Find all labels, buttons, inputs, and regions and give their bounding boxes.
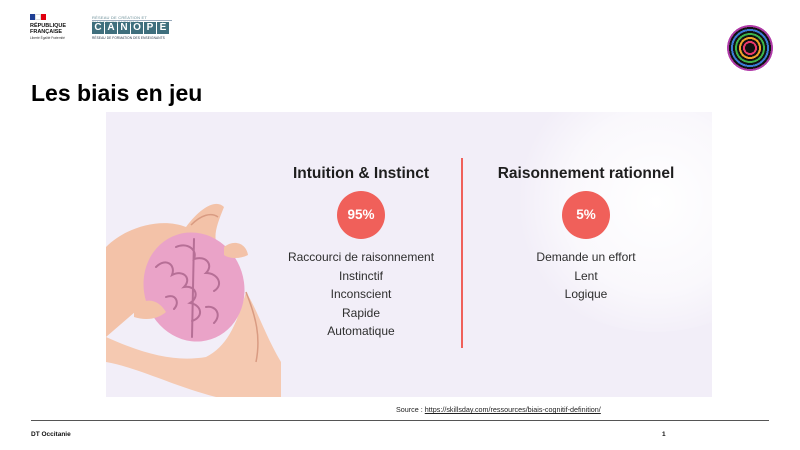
footer-organization: DT Occitanie	[31, 431, 71, 438]
list-item: Demande un effort	[536, 250, 636, 264]
hands-holding-brain-icon	[106, 203, 281, 397]
intuition-list: Raccourci de raisonnement Instinctif Inc…	[261, 248, 461, 341]
page-number: 1	[662, 431, 666, 438]
republique-name: RÉPUBLIQUE FRANÇAISE	[30, 23, 67, 35]
canope-letter: C	[92, 22, 104, 34]
source-link[interactable]: https://skillsday.com/ressources/biais-c…	[424, 405, 601, 414]
canope-letter: O	[131, 22, 143, 34]
french-flag-icon	[30, 14, 47, 20]
spiral-logo-icon	[727, 25, 773, 71]
republique-francaise-logo: RÉPUBLIQUE FRANÇAISE Liberté Égalité Fra…	[30, 14, 74, 41]
list-item: Rapide	[341, 305, 381, 320]
list-item: Inconscient	[330, 287, 392, 301]
column-divider	[461, 158, 463, 348]
source-prefix: Source :	[396, 405, 425, 414]
rational-list: Demande un effort Lent Logique	[471, 248, 701, 304]
infographic-panel: Intuition & Instinct 95% Raccourci de ra…	[106, 112, 712, 397]
intuition-percent-badge: 95%	[337, 191, 385, 239]
canope-letter: É	[157, 22, 169, 34]
republique-motto: Liberté Égalité Fraternité	[30, 36, 65, 40]
list-item: Raccourci de raisonnement	[287, 250, 435, 264]
canope-tagline: RÉSEAU DE CRÉATION ET D'ACCOMPAGNEMENT	[92, 15, 172, 25]
list-item: Automatique	[327, 324, 395, 338]
canope-letter: A	[105, 22, 117, 34]
slide-title: Les biais en jeu	[31, 80, 203, 106]
canope-letter: N	[118, 22, 130, 34]
list-item: Logique	[564, 287, 608, 301]
list-item: Instinctif	[338, 268, 383, 283]
list-item: Lent	[574, 268, 598, 283]
canope-subtitle: RÉSEAU DE FORMATION DES ENSEIGNANTS	[92, 36, 165, 40]
footer-divider	[31, 420, 769, 421]
intuition-title: Intuition & Instinct	[292, 165, 430, 182]
source-citation: Source : https://skillsday.com/ressource…	[396, 405, 601, 414]
canope-wordmark: C A N O P É	[92, 22, 172, 34]
rational-title: Raisonnement rationnel	[497, 165, 675, 182]
canope-letter: P	[144, 22, 156, 34]
rational-percent-badge: 5%	[562, 191, 610, 239]
canope-logo: RÉSEAU DE CRÉATION ET D'ACCOMPAGNEMENT C…	[92, 15, 172, 40]
